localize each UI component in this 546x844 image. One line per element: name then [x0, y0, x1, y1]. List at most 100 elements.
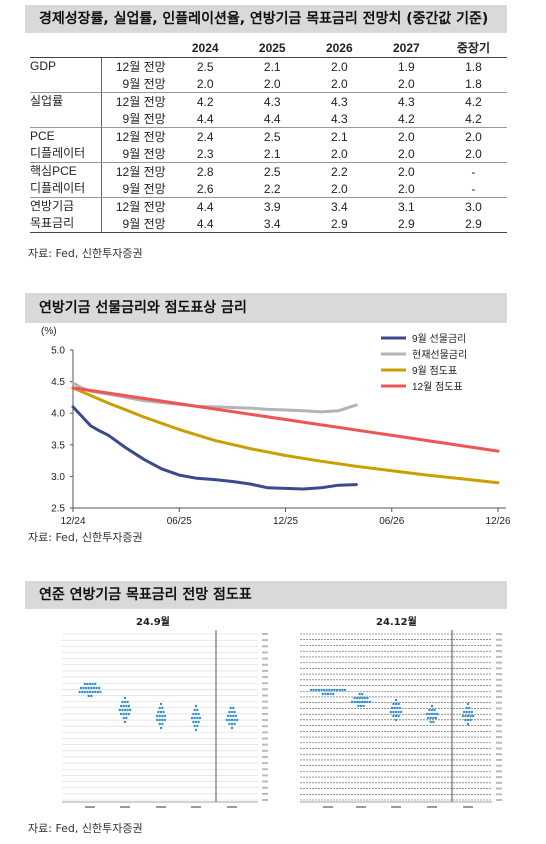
- dotplot-dot: [91, 690, 94, 694]
- dotplot-dot: [163, 714, 167, 718]
- series-line-0: [71, 405, 358, 491]
- value-cell: 2.0: [372, 75, 440, 93]
- dotplot-dot: [350, 700, 354, 704]
- series-line-3: [71, 386, 500, 453]
- dotplot-dot: [159, 726, 163, 730]
- header-vintage: [101, 38, 172, 58]
- dotplot-axis-tick: [496, 799, 502, 801]
- dotplot-dot: [229, 714, 232, 718]
- table-row: 9월 전망 4.4 4.4 4.3 4.2 4.2: [30, 110, 507, 128]
- dotplot-year-marker: [427, 806, 437, 808]
- dotplot-dot: [394, 698, 398, 702]
- dotplot-axis-tick: [496, 741, 502, 744]
- dotplot-dot: [430, 712, 434, 716]
- dotplot-dot: [396, 706, 399, 710]
- dotplot-dot: [366, 696, 369, 700]
- dotplot-dot: [233, 722, 236, 726]
- dotplot-dot: [233, 718, 236, 722]
- value-cell: 2.9: [439, 215, 507, 233]
- table-row: 실업률 12월 전망 4.2 4.3 4.3 4.3 4.2: [30, 92, 507, 110]
- dotplot-dot: [322, 688, 326, 692]
- dotplot-dot: [343, 688, 347, 692]
- dotplot-year-marker: [191, 806, 201, 808]
- dotplot-axis-tick: [496, 713, 502, 716]
- value-cell: 2.1: [263, 59, 281, 74]
- dotplot-axis-tick: [262, 737, 268, 740]
- dotplot-year-marker: [227, 806, 237, 808]
- value-cell: 2.0: [372, 145, 440, 163]
- dotplot-dot: [82, 686, 85, 690]
- indicator-cell: 목표금리: [30, 215, 102, 233]
- value-cell: 2.8: [196, 164, 214, 179]
- dotplot-dot: [228, 722, 231, 726]
- table-section-title: 경제성장률, 실업률, 인플레이션율, 연방기금 목표금리 전망치 (중간값 기…: [25, 5, 507, 33]
- value-cell: 2.1: [238, 145, 306, 163]
- dotplot-dot: [83, 682, 86, 686]
- dotplot-dot: [86, 682, 89, 686]
- dotplot-dot: [121, 708, 124, 712]
- dotplot-dot: [225, 718, 228, 722]
- series-line-2: [71, 386, 500, 485]
- dotplot-dot: [362, 704, 365, 708]
- dotplot-dot: [400, 710, 403, 714]
- dotplot-dot: [226, 714, 230, 718]
- dotplot-dot: [429, 720, 432, 724]
- dotplot-dot: [315, 688, 318, 692]
- dotplot-dot: [430, 708, 434, 712]
- dotplot-dot: [193, 716, 196, 720]
- dotplot-dot: [466, 718, 470, 722]
- value-cell: 3.1: [397, 199, 415, 214]
- dotplot-dot: [392, 714, 395, 718]
- dotplot-right-title: 24.12월: [376, 617, 417, 628]
- dotplot-axis-tick: [262, 774, 268, 777]
- dotplot-dot: [127, 712, 131, 716]
- vintage-cell: 9월 전망: [101, 75, 172, 93]
- futures-vs-dotplot-line-chart: (%) 5.0 4.5 4.0 3.5 3.0 2.512/24 06/25 12/25 06/2…: [41, 326, 510, 526]
- value-cell: 2.0: [171, 75, 239, 93]
- indicator-cell: [30, 110, 102, 128]
- dotplot-dot: [397, 702, 400, 706]
- dotplot-dot: [317, 688, 321, 692]
- value-cell: -: [439, 180, 507, 198]
- dotplot-dot: [434, 716, 438, 720]
- dotplot-dot: [123, 700, 127, 704]
- vintage-cell: 12월 전망: [101, 57, 172, 75]
- dotplot-dot: [366, 700, 369, 704]
- dotplot-section-title: 연준 연방기금 목표금리 전망 점도표: [25, 581, 507, 609]
- dotplot-dot: [466, 714, 470, 718]
- value-cell: 2.0: [238, 75, 306, 93]
- dotplot-dot: [233, 710, 236, 714]
- vintage-cell: 12월 전망: [101, 162, 172, 180]
- dotplot-dot: [232, 714, 235, 718]
- dotplot-dot: [230, 726, 234, 730]
- dotplot-dot: [129, 708, 132, 712]
- dotplot-source: 자료: Fed, 신한투자증권: [28, 822, 143, 835]
- dotplot-axis-tick: [496, 638, 502, 641]
- dotplot-dot: [469, 718, 472, 722]
- dotplot-dot: [122, 704, 125, 708]
- dotplot-dot: [429, 716, 432, 720]
- dotplot-axis-tick: [496, 730, 502, 733]
- dotplot-axis-tick: [262, 712, 268, 715]
- indicator-cell: 실업률: [30, 94, 64, 108]
- dotplot-axis-tick: [496, 684, 502, 687]
- dotplot-dot: [95, 686, 98, 690]
- x-tick-label: 12/26: [485, 516, 510, 526]
- value-cell: 2.0: [305, 180, 373, 198]
- dotplot-axis-tick: [496, 793, 502, 796]
- x-tick-label: 12/24: [60, 516, 85, 526]
- value-cell: 2.0: [305, 145, 373, 163]
- value-cell: 2.0: [397, 129, 415, 144]
- table-header-row: 2024 2025 2026 2027 중장기: [30, 38, 507, 58]
- dotplot-axis-tick: [262, 657, 268, 660]
- dotplot-dot: [158, 714, 161, 718]
- value-cell: 4.4: [171, 215, 239, 233]
- value-cell: 4.3: [263, 94, 281, 109]
- dotplot-dot: [432, 720, 435, 724]
- dotplot-dot: [397, 714, 400, 718]
- indicator-cell: 연방기금: [30, 199, 75, 213]
- dotplot-axis-tick: [496, 724, 502, 727]
- table-body: GDP 12월 전망 2.5 2.1 2.0 1.9 1.8 9월 전망 2.0 2.0 2.0 2.…: [30, 57, 507, 233]
- dotplot-axis-tick: [496, 673, 502, 676]
- dotplot-dot: [123, 708, 127, 712]
